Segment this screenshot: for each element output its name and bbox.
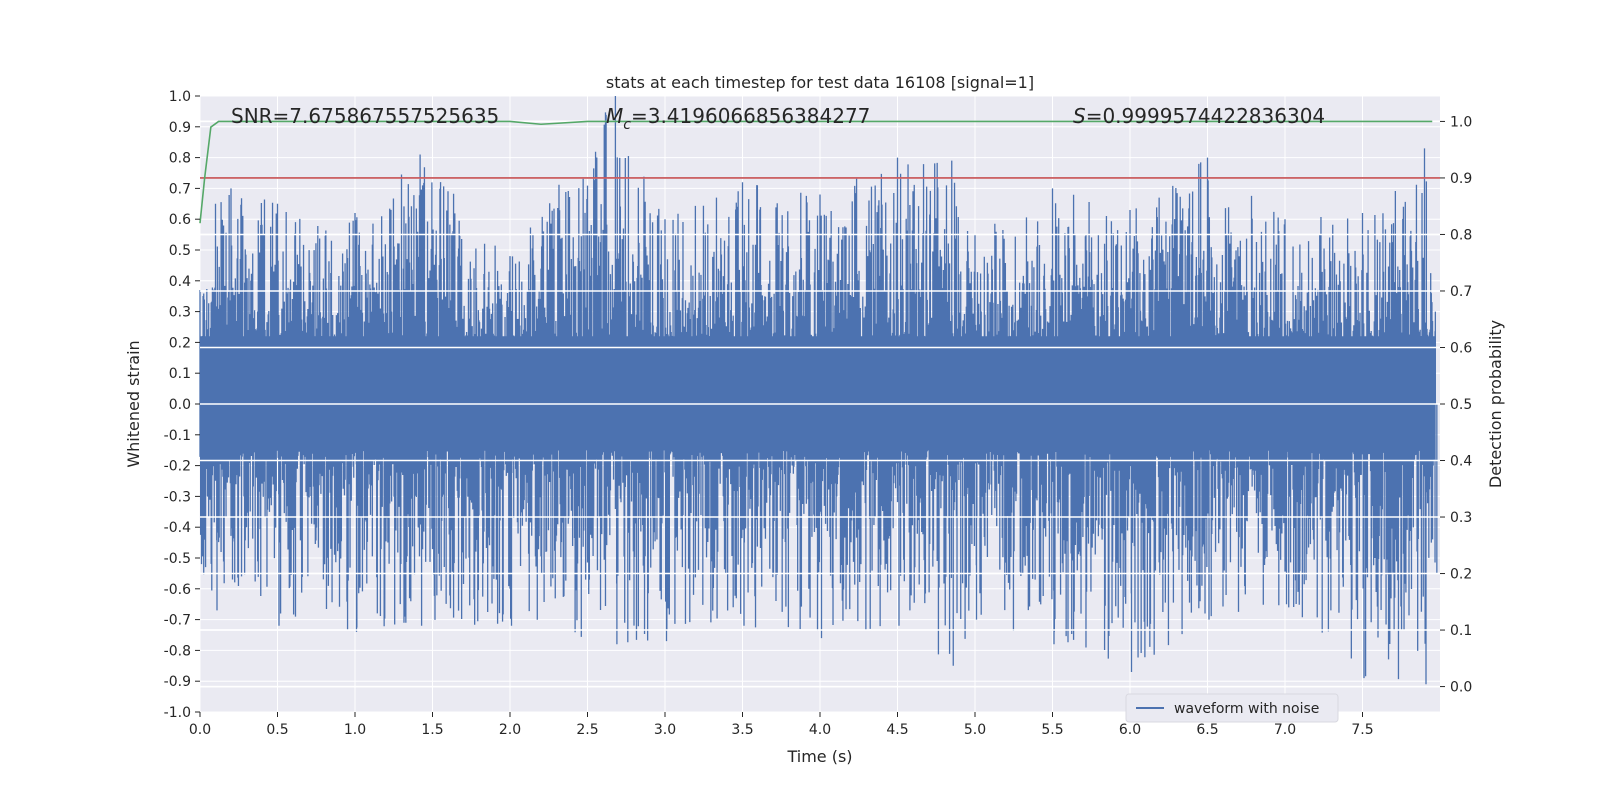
y-tick-label: 0.0 bbox=[169, 397, 191, 413]
y-tick-label: -0.9 bbox=[164, 674, 191, 690]
probability-lines bbox=[199, 120, 1440, 688]
x-tick-label: 0.0 bbox=[189, 722, 211, 738]
y-tick-label: -0.1 bbox=[164, 428, 191, 444]
y2-tick-label: 0.8 bbox=[1450, 227, 1472, 243]
x-tick-label: 4.0 bbox=[809, 722, 831, 738]
y-axis-ticks: 1.0 0.9 0.8 0.7 0.6 0.5 0.4 0.3 0.2 0.1 0.0 -0.1 -0.… bbox=[164, 89, 200, 721]
x-axis-label: Time (s) bbox=[786, 747, 852, 766]
x-tick-label: 1.5 bbox=[421, 722, 443, 738]
mc-annotation: Mc=3.4196066856384277 bbox=[606, 104, 870, 133]
x-tick-label: 7.5 bbox=[1351, 722, 1373, 738]
x-tick-label: 5.5 bbox=[1041, 722, 1063, 738]
y-tick-label: 0.5 bbox=[169, 243, 191, 259]
detection-probability-line bbox=[199, 120, 1433, 224]
x-tick-label: 1.0 bbox=[344, 722, 366, 738]
snr-annotation: SNR=7.675867557525635 bbox=[231, 104, 499, 128]
legend-label: waveform with noise bbox=[1174, 701, 1319, 717]
y-tick-label: -0.2 bbox=[164, 459, 191, 475]
y-tick-label: -0.6 bbox=[164, 582, 191, 598]
legend: waveform with noise bbox=[1125, 693, 1339, 723]
y-tick-label: -0.5 bbox=[164, 551, 191, 567]
y2-tick-label: 0.0 bbox=[1450, 680, 1472, 696]
y2-tick-label: 0.9 bbox=[1450, 171, 1472, 187]
waveform-series bbox=[199, 96, 1438, 685]
y-tick-label: -1.0 bbox=[164, 705, 191, 721]
y-tick-label: -0.3 bbox=[164, 489, 191, 505]
x-tick-label: 6.5 bbox=[1196, 722, 1218, 738]
y-tick-label: 0.9 bbox=[169, 120, 191, 136]
y2-tick-label: 1.0 bbox=[1450, 114, 1472, 130]
x-tick-label: 0.5 bbox=[266, 722, 288, 738]
y-tick-label: -0.4 bbox=[164, 520, 191, 536]
x-tick-label: 6.0 bbox=[1119, 722, 1141, 738]
y2-axis-label: Detection probability bbox=[1486, 320, 1505, 488]
x-tick-label: 5.0 bbox=[964, 722, 986, 738]
y-tick-label: 0.3 bbox=[169, 305, 191, 321]
y-tick-label: 0.1 bbox=[169, 366, 191, 382]
x-tick-label: 2.5 bbox=[576, 722, 598, 738]
y-tick-label: 0.8 bbox=[169, 151, 191, 167]
y-tick-label: 0.7 bbox=[169, 181, 191, 197]
y2-tick-label: 0.1 bbox=[1450, 623, 1472, 639]
y2-tick-label: 0.6 bbox=[1450, 340, 1472, 356]
legend-box bbox=[1125, 693, 1339, 723]
y2-tick-label: 0.5 bbox=[1450, 397, 1472, 413]
y2-tick-label: 0.4 bbox=[1450, 454, 1472, 470]
y2-axis-ticks: 1.0 0.9 0.8 0.7 0.6 0.5 0.4 0.3 0.2 0.1 0.0 bbox=[1440, 114, 1472, 696]
y-tick-label: -0.8 bbox=[164, 643, 191, 659]
y2-tick-label: 0.2 bbox=[1450, 567, 1472, 583]
y-tick-label: -0.7 bbox=[164, 613, 191, 629]
chart-title: stats at each timestep for test data 161… bbox=[606, 73, 1034, 92]
x-axis-ticks: 0.0 0.5 1.0 1.5 2.0 2.5 3.0 3.5 4.0 4.5 5.0 5.5 6.0 6… bbox=[189, 712, 1374, 738]
x-tick-label: 4.5 bbox=[886, 722, 908, 738]
y-tick-label: 0.2 bbox=[169, 335, 191, 351]
x-tick-label: 3.0 bbox=[654, 722, 676, 738]
waveform-core-band bbox=[200, 336, 1436, 451]
y2-tick-label: 0.7 bbox=[1450, 284, 1472, 300]
y-axis-label: Whitened strain bbox=[124, 340, 143, 467]
y-tick-label: 0.4 bbox=[169, 274, 191, 290]
y-tick-label: 0.6 bbox=[169, 212, 191, 228]
x-tick-label: 7.0 bbox=[1274, 722, 1296, 738]
y2-tick-label: 0.3 bbox=[1450, 510, 1472, 526]
y-tick-label: 1.0 bbox=[169, 89, 191, 105]
x-tick-label: 3.5 bbox=[731, 722, 753, 738]
x-tick-label: 2.0 bbox=[499, 722, 521, 738]
s-annotation: S=0.9999574422836304 bbox=[1073, 104, 1325, 128]
